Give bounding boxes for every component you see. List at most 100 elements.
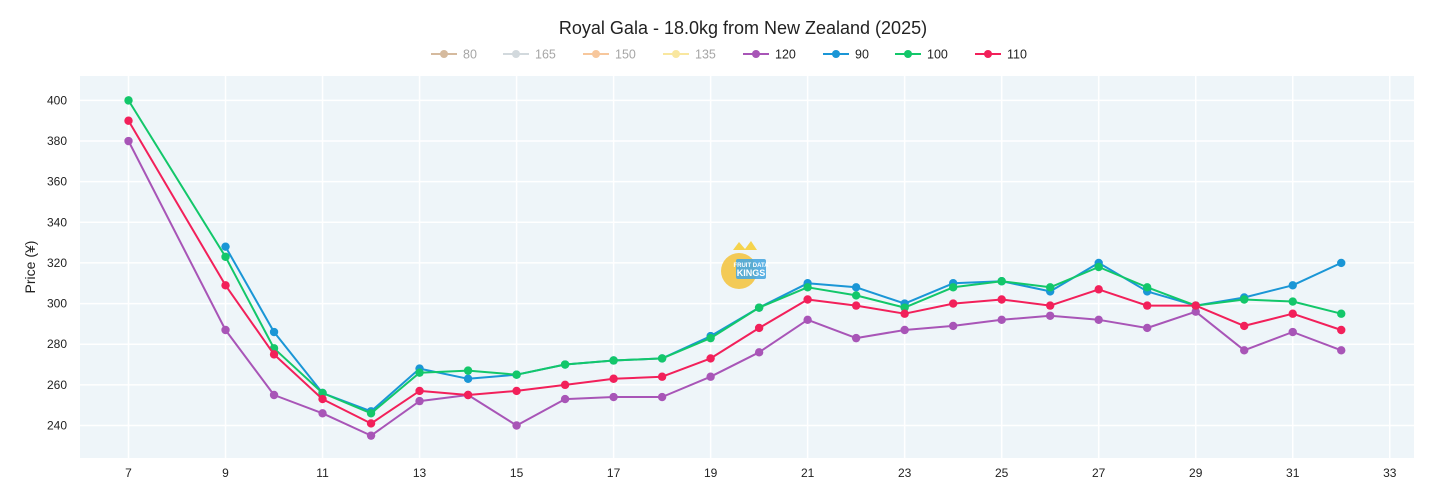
data-point[interactable] — [560, 380, 570, 390]
data-point[interactable] — [1094, 285, 1103, 294]
data-point[interactable] — [657, 354, 667, 363]
data-point[interactable] — [463, 366, 473, 375]
legend-item-110[interactable]: 110 — [975, 48, 1027, 62]
legend-item-150[interactable]: 150 — [583, 48, 636, 62]
data-point[interactable] — [1191, 307, 1200, 316]
data-point[interactable] — [560, 394, 570, 404]
data-point[interactable] — [754, 348, 764, 357]
data-point[interactable] — [1045, 283, 1055, 292]
data-point[interactable] — [221, 325, 230, 335]
data-point[interactable] — [512, 386, 521, 396]
data-point[interactable] — [706, 333, 715, 343]
data-point[interactable] — [1337, 325, 1346, 335]
data-point[interactable] — [1288, 309, 1297, 318]
data-point[interactable] — [124, 96, 133, 105]
series-120 — [124, 136, 1346, 440]
data-point[interactable] — [512, 421, 521, 430]
data-point[interactable] — [221, 242, 230, 251]
data-point[interactable] — [657, 392, 667, 402]
data-point[interactable] — [318, 388, 327, 398]
data-point[interactable] — [997, 277, 1006, 286]
legend-item-100[interactable]: 100 — [895, 48, 948, 62]
data-point[interactable] — [1143, 283, 1152, 292]
data-point[interactable] — [803, 295, 812, 304]
data-point[interactable] — [851, 301, 861, 310]
data-point[interactable] — [318, 409, 327, 418]
series-110 — [124, 116, 1346, 428]
data-point[interactable] — [463, 390, 473, 400]
data-point[interactable] — [1094, 262, 1103, 272]
x-tick-label: 11 — [316, 466, 329, 480]
data-point[interactable] — [221, 281, 230, 290]
legend-item-165[interactable]: 165 — [503, 48, 556, 62]
data-point[interactable] — [706, 354, 715, 363]
x-tick-label: 15 — [510, 466, 524, 480]
data-point[interactable] — [900, 325, 909, 335]
data-point[interactable] — [851, 283, 861, 292]
legend-item-120[interactable]: 120 — [743, 48, 796, 62]
legend-item-80[interactable]: 80 — [431, 48, 477, 62]
data-point[interactable] — [851, 291, 861, 300]
data-point[interactable] — [948, 283, 958, 292]
data-point[interactable] — [1288, 327, 1297, 337]
watermark-logo: FRUIT DATA KINGS — [721, 241, 769, 289]
data-point[interactable] — [1240, 295, 1249, 304]
data-point[interactable] — [609, 392, 618, 402]
data-point[interactable] — [900, 309, 909, 318]
data-point[interactable] — [1143, 323, 1152, 333]
legend-item-135[interactable]: 135 — [663, 48, 716, 62]
data-point[interactable] — [1288, 297, 1297, 306]
data-point[interactable] — [948, 299, 958, 308]
data-point[interactable] — [706, 372, 715, 381]
data-point[interactable] — [221, 252, 230, 262]
data-point[interactable] — [1045, 301, 1055, 310]
legend[interactable]: 80 165 150 135 120 90 100 110 — [431, 48, 1027, 62]
x-tick-label: 21 — [801, 466, 815, 480]
data-point[interactable] — [609, 356, 618, 365]
data-point[interactable] — [512, 370, 521, 379]
data-point[interactable] — [415, 386, 424, 396]
data-point[interactable] — [366, 419, 376, 428]
data-point[interactable] — [754, 303, 764, 312]
data-point[interactable] — [366, 409, 376, 418]
logo-text: FRUIT DATA — [733, 263, 769, 269]
data-point[interactable] — [948, 321, 958, 331]
data-point[interactable] — [1240, 346, 1249, 355]
data-point[interactable] — [900, 303, 909, 312]
data-point[interactable] — [415, 396, 424, 406]
data-point[interactable] — [1094, 315, 1103, 325]
data-point[interactable] — [463, 374, 473, 383]
data-point[interactable] — [1191, 301, 1200, 310]
data-point[interactable] — [269, 327, 279, 337]
data-point[interactable] — [1143, 301, 1152, 310]
data-point[interactable] — [269, 390, 279, 400]
data-point[interactable] — [415, 368, 424, 377]
data-point[interactable] — [997, 315, 1006, 325]
data-point[interactable] — [318, 394, 327, 404]
data-point[interactable] — [851, 333, 861, 343]
data-point[interactable] — [366, 431, 376, 440]
logo-text: KINGS — [737, 268, 766, 278]
data-point[interactable] — [1337, 258, 1346, 268]
data-point[interactable] — [1337, 309, 1346, 318]
legend-marker-swatch — [984, 50, 992, 58]
data-point[interactable] — [657, 372, 667, 381]
x-tick-label: 17 — [607, 466, 621, 480]
legend-label: 100 — [927, 48, 948, 62]
legend-marker-swatch — [592, 50, 600, 58]
data-point[interactable] — [124, 116, 133, 125]
data-point[interactable] — [803, 315, 812, 325]
data-point[interactable] — [997, 295, 1006, 304]
data-point[interactable] — [124, 136, 133, 146]
data-point[interactable] — [754, 323, 764, 333]
legend-item-90[interactable]: 90 — [823, 48, 869, 62]
data-point[interactable] — [269, 350, 279, 359]
data-point[interactable] — [609, 374, 618, 383]
data-point[interactable] — [1337, 346, 1346, 355]
data-point[interactable] — [1240, 321, 1249, 331]
data-point[interactable] — [1045, 311, 1055, 320]
data-point[interactable] — [803, 283, 812, 292]
data-point[interactable] — [560, 360, 570, 369]
x-tick-label: 13 — [413, 466, 427, 480]
data-point[interactable] — [1288, 281, 1297, 290]
